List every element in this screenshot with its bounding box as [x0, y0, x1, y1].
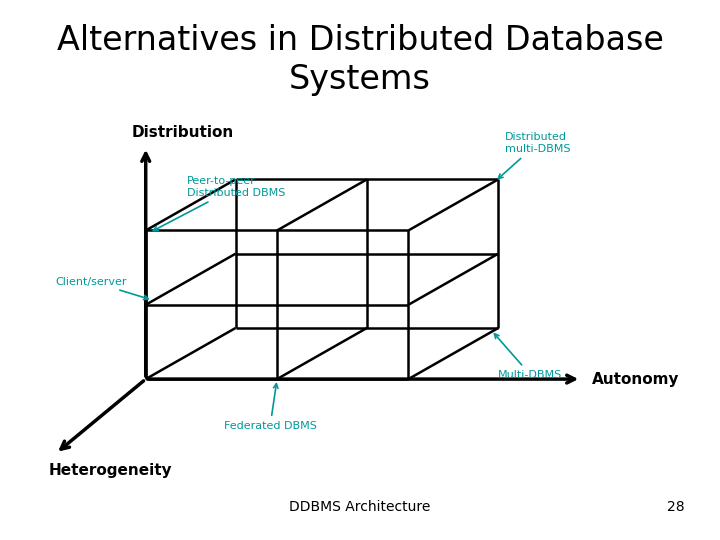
- Text: Distributed
multi-DBMS: Distributed multi-DBMS: [498, 132, 571, 179]
- Text: Distribution: Distribution: [132, 125, 234, 140]
- Text: Alternatives in Distributed Database
Systems: Alternatives in Distributed Database Sys…: [57, 24, 663, 96]
- Text: Peer-to-peer
Distributed DBMS: Peer-to-peer Distributed DBMS: [153, 177, 286, 231]
- Text: Client/server: Client/server: [56, 276, 148, 300]
- Text: Autonomy: Autonomy: [592, 372, 679, 387]
- Text: 28: 28: [667, 500, 685, 514]
- Text: Federated DBMS: Federated DBMS: [224, 384, 317, 431]
- Text: Multi-DBMS: Multi-DBMS: [495, 334, 562, 380]
- Text: Heterogeneity: Heterogeneity: [49, 463, 173, 478]
- Text: DDBMS Architecture: DDBMS Architecture: [289, 500, 431, 514]
